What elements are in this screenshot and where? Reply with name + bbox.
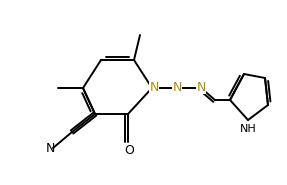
- Text: N: N: [196, 80, 206, 93]
- Text: N: N: [149, 80, 159, 93]
- Text: N: N: [172, 80, 182, 93]
- Text: O: O: [124, 144, 134, 157]
- Text: N: N: [45, 142, 55, 156]
- Text: NH: NH: [240, 124, 256, 134]
